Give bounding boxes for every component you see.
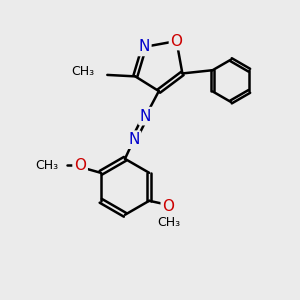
Text: N: N [138, 39, 150, 54]
Text: O: O [162, 199, 174, 214]
Text: O: O [170, 34, 182, 49]
Text: CH₃: CH₃ [71, 65, 94, 79]
Text: CH₃: CH₃ [157, 216, 180, 230]
Text: CH₃: CH₃ [35, 159, 58, 172]
Text: N: N [128, 132, 140, 147]
Text: N: N [140, 109, 151, 124]
Text: O: O [74, 158, 86, 173]
